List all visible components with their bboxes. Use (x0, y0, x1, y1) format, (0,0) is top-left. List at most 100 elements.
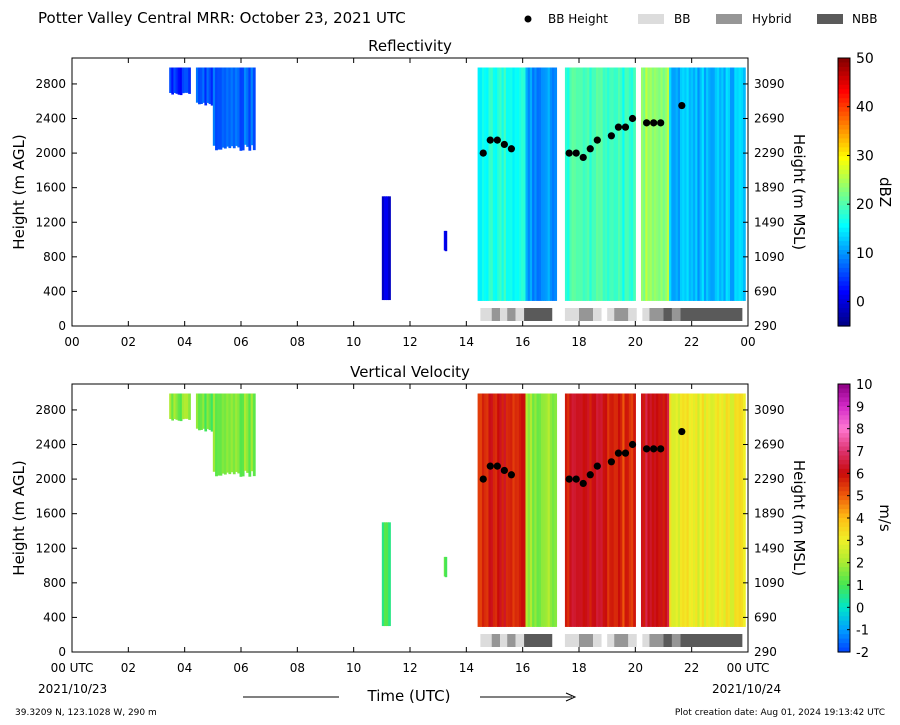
data-cell (212, 393, 216, 472)
data-cell (671, 67, 675, 301)
data-cell (246, 67, 250, 147)
plot-area (169, 67, 746, 321)
bb-type-segment (579, 634, 594, 647)
data-cell (198, 393, 201, 431)
data-cell (490, 67, 494, 301)
data-cell (228, 393, 232, 475)
data-cell (738, 67, 742, 301)
colorbar-step (838, 209, 850, 215)
data-cell (532, 393, 535, 627)
data-cell (525, 67, 529, 301)
data-cell (699, 67, 703, 301)
data-cell (743, 67, 746, 301)
data-cell (716, 393, 720, 627)
data-cell (215, 393, 218, 477)
data-cell (706, 393, 709, 627)
colorbar-step (838, 98, 850, 104)
data-cell (518, 393, 522, 627)
station-coordinates: 39.3209 N, 123.1028 W, 290 m (15, 708, 157, 718)
data-cell (732, 67, 735, 301)
bb-height-point (628, 114, 637, 123)
data-cell (239, 393, 243, 477)
data-cell (217, 67, 221, 150)
y-right-tick-label: 1490 (754, 541, 785, 555)
y-tick-label: 1200 (35, 215, 66, 229)
data-cell (208, 67, 212, 105)
data-cell (492, 393, 496, 627)
colorbar-step (838, 267, 850, 273)
colorbar-step (838, 634, 850, 640)
data-cell (578, 67, 582, 301)
bb-height-point (593, 462, 601, 470)
data-cell (721, 393, 725, 627)
data-cell (734, 67, 738, 301)
y-tick-label: 0 (58, 319, 66, 333)
data-cell (206, 393, 210, 429)
colorbar-step (838, 509, 850, 515)
data-cell (237, 393, 241, 474)
colorbar-step (838, 442, 850, 448)
data-cell (656, 393, 659, 627)
data-cell (662, 67, 666, 301)
colorbar-step (838, 263, 850, 269)
colorbar-step (838, 174, 850, 180)
data-cell (521, 67, 524, 301)
data-cell (523, 393, 527, 627)
arrow-head-icon (565, 692, 577, 702)
data-cell (490, 393, 494, 627)
legend-label: BB Height (548, 12, 608, 26)
y-right-tick-label: 2290 (754, 146, 785, 160)
bb-height-point (657, 119, 665, 127)
y-right-tick-label: 3090 (754, 403, 785, 417)
data-cell (488, 393, 492, 627)
colorbar-step (838, 585, 850, 591)
data-cell (248, 393, 252, 477)
colorbar-tick-label: -2 (856, 646, 869, 661)
colorbar-step (838, 647, 850, 653)
data-cell (230, 67, 234, 147)
data-cell (693, 393, 696, 627)
data-cell (564, 393, 568, 627)
start-date: 2021/10/23 (38, 682, 107, 696)
data-cell (223, 393, 227, 475)
data-cell (736, 393, 740, 627)
data-cell (587, 67, 590, 301)
data-cell (481, 393, 485, 627)
colorbar-step (838, 133, 850, 139)
data-cell (695, 393, 698, 627)
colorbar-step (838, 62, 850, 68)
data-cell (523, 67, 527, 301)
legend-label: NBB (852, 12, 877, 26)
colorbar-step (838, 540, 850, 546)
data-cell (593, 67, 597, 301)
data-cell (204, 67, 208, 106)
colorbar-tick-label: 0 (856, 601, 864, 616)
data-cell (486, 67, 490, 301)
data-cell (615, 67, 619, 301)
x-tick-label: 00 UTC (51, 661, 94, 675)
data-cell (508, 393, 511, 627)
data-cell (624, 393, 628, 627)
data-cell (626, 393, 630, 627)
colorbar-step (838, 192, 850, 198)
bb-type-segment (500, 634, 508, 647)
colorbar-step (838, 58, 850, 64)
bb-height-point (643, 445, 651, 453)
data-cell (543, 393, 546, 627)
data-cell (381, 196, 385, 301)
data-cell (643, 393, 646, 627)
x-tick-label: 18 (571, 335, 586, 349)
data-cell (725, 393, 729, 627)
data-cell (653, 67, 657, 301)
data-cell (545, 67, 549, 301)
bb-height-point (572, 149, 580, 157)
data-cell (626, 67, 630, 301)
data-cell (602, 393, 606, 627)
bb-type-segment (524, 308, 553, 321)
colorbar-step (838, 406, 850, 412)
colorbar-step (838, 486, 850, 492)
y-axis-right-label: Height (m MSL) (790, 134, 808, 250)
data-cell (660, 67, 664, 301)
data-cell (183, 67, 187, 93)
